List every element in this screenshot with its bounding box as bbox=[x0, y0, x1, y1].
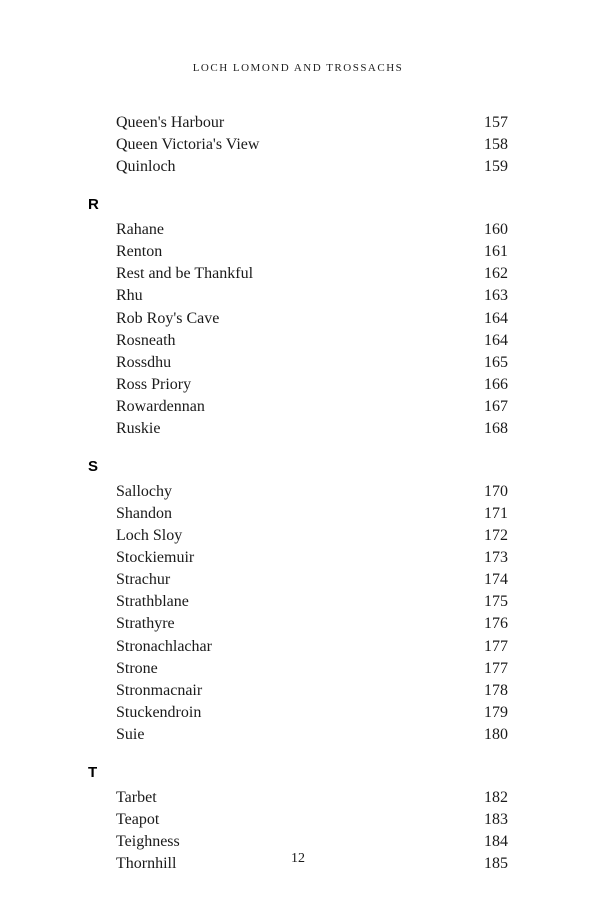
entry-name: Strathyre bbox=[116, 613, 468, 635]
entry-page: 179 bbox=[468, 702, 508, 724]
index-entry: Queen's Harbour157 bbox=[116, 112, 508, 134]
index-entry: Queen Victoria's View158 bbox=[116, 134, 508, 156]
index-entry: Tarbet182 bbox=[116, 787, 508, 809]
entry-name: Stronachlachar bbox=[116, 636, 468, 658]
index-entry: Teighness184 bbox=[116, 831, 508, 853]
entry-name: Shandon bbox=[116, 503, 468, 525]
index-entry: Stronmacnair178 bbox=[116, 680, 508, 702]
section-letter: R bbox=[88, 196, 508, 213]
entry-page: 164 bbox=[468, 308, 508, 330]
index-entry: Shandon171 bbox=[116, 503, 508, 525]
entry-name: Rob Roy's Cave bbox=[116, 308, 468, 330]
index-entry: Rowardennan167 bbox=[116, 396, 508, 418]
entry-page: 172 bbox=[468, 525, 508, 547]
entry-page: 177 bbox=[468, 636, 508, 658]
section-letter: T bbox=[88, 764, 508, 781]
entry-name: Strachur bbox=[116, 569, 468, 591]
entry-page: 157 bbox=[468, 112, 508, 134]
entry-name: Renton bbox=[116, 241, 468, 263]
entry-name: Strone bbox=[116, 658, 468, 680]
index-entry: Loch Sloy172 bbox=[116, 525, 508, 547]
entry-page: 158 bbox=[468, 134, 508, 156]
entry-name: Ross Priory bbox=[116, 374, 468, 396]
entry-page: 171 bbox=[468, 503, 508, 525]
index-entry: Rob Roy's Cave164 bbox=[116, 308, 508, 330]
entry-name: Tarbet bbox=[116, 787, 468, 809]
entry-page: 164 bbox=[468, 330, 508, 352]
entry-name: Stronmacnair bbox=[116, 680, 468, 702]
entry-name: Strathblane bbox=[116, 591, 468, 613]
entry-page: 180 bbox=[468, 724, 508, 746]
index-entry: Sallochy170 bbox=[116, 481, 508, 503]
entry-page: 163 bbox=[468, 285, 508, 307]
index-entry: Strachur174 bbox=[116, 569, 508, 591]
index-entry: Suie180 bbox=[116, 724, 508, 746]
section-letter: S bbox=[88, 458, 508, 475]
entry-name: Quinloch bbox=[116, 156, 468, 178]
entry-name: Teapot bbox=[116, 809, 468, 831]
index-entry: Rhu163 bbox=[116, 285, 508, 307]
entry-page: 168 bbox=[468, 418, 508, 440]
entry-page: 175 bbox=[468, 591, 508, 613]
entry-name: Loch Sloy bbox=[116, 525, 468, 547]
index-entry: Ruskie168 bbox=[116, 418, 508, 440]
page-number: 12 bbox=[0, 851, 596, 867]
entry-page: 183 bbox=[468, 809, 508, 831]
entry-name: Sallochy bbox=[116, 481, 468, 503]
entry-page: 161 bbox=[468, 241, 508, 263]
index-entry: Rosneath164 bbox=[116, 330, 508, 352]
entry-page: 170 bbox=[468, 481, 508, 503]
entry-page: 182 bbox=[468, 787, 508, 809]
entry-page: 176 bbox=[468, 613, 508, 635]
entry-name: Queen Victoria's View bbox=[116, 134, 468, 156]
entry-name: Rhu bbox=[116, 285, 468, 307]
entry-name: Rosneath bbox=[116, 330, 468, 352]
entry-page: 173 bbox=[468, 547, 508, 569]
entry-name: Stuckendroin bbox=[116, 702, 468, 724]
entry-page: 160 bbox=[468, 219, 508, 241]
index-entry: Renton161 bbox=[116, 241, 508, 263]
entry-name: Teighness bbox=[116, 831, 468, 853]
entry-page: 159 bbox=[468, 156, 508, 178]
entry-name: Suie bbox=[116, 724, 468, 746]
entry-name: Queen's Harbour bbox=[116, 112, 468, 134]
entry-page: 178 bbox=[468, 680, 508, 702]
index-entry: Teapot183 bbox=[116, 809, 508, 831]
index-entry: Rossdhu165 bbox=[116, 352, 508, 374]
index-entry: Stronachlachar177 bbox=[116, 636, 508, 658]
entry-name: Stockiemuir bbox=[116, 547, 468, 569]
entry-name: Rossdhu bbox=[116, 352, 468, 374]
entry-page: 184 bbox=[468, 831, 508, 853]
entry-page: 162 bbox=[468, 263, 508, 285]
index-entry: Strone177 bbox=[116, 658, 508, 680]
entry-page: 174 bbox=[468, 569, 508, 591]
entry-page: 167 bbox=[468, 396, 508, 418]
index-entry: Rahane160 bbox=[116, 219, 508, 241]
index-entry: Strathyre176 bbox=[116, 613, 508, 635]
entry-name: Rest and be Thankful bbox=[116, 263, 468, 285]
index-content: Queen's Harbour157Queen Victoria's View1… bbox=[88, 112, 508, 875]
index-entry: Stockiemuir173 bbox=[116, 547, 508, 569]
entry-page: 166 bbox=[468, 374, 508, 396]
entry-name: Rahane bbox=[116, 219, 468, 241]
index-entry: Rest and be Thankful162 bbox=[116, 263, 508, 285]
index-entry: Stuckendroin179 bbox=[116, 702, 508, 724]
entry-page: 177 bbox=[468, 658, 508, 680]
entry-name: Ruskie bbox=[116, 418, 468, 440]
entry-page: 165 bbox=[468, 352, 508, 374]
page-header: LOCH LOMOND AND TROSSACHS bbox=[88, 62, 508, 74]
index-entry: Quinloch159 bbox=[116, 156, 508, 178]
index-entry: Ross Priory166 bbox=[116, 374, 508, 396]
entry-name: Rowardennan bbox=[116, 396, 468, 418]
index-entry: Strathblane175 bbox=[116, 591, 508, 613]
